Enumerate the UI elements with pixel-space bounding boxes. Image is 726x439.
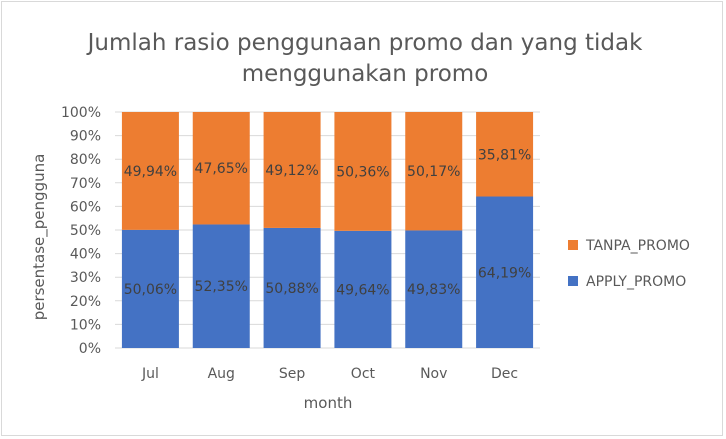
bar-tanpa-promo-aug xyxy=(192,112,250,225)
data-label: 49,12% xyxy=(265,163,318,179)
data-label: 50,17% xyxy=(407,164,460,180)
gridlines xyxy=(115,111,540,349)
data-label: 50,88% xyxy=(265,281,318,297)
y-tick-label: 10% xyxy=(70,317,101,333)
x-axis-categories: Jul Aug Sep Oct Nov Dec xyxy=(141,366,518,382)
data-label: 35,81% xyxy=(478,147,531,163)
bars xyxy=(121,112,534,348)
y-tick-label: 90% xyxy=(70,129,101,145)
y-axis-ticks: 0% 10% 20% 30% 40% 50% 60% 70% 80% 90% 100% xyxy=(61,105,101,357)
x-category-label: Sep xyxy=(279,366,306,382)
y-tick-label: 40% xyxy=(70,247,101,263)
chart-title-line-1: Jumlah rasio penggunaan promo dan yang t… xyxy=(86,30,643,56)
y-tick-label: 100% xyxy=(61,105,101,121)
bar-apply-promo-dec xyxy=(476,196,534,348)
x-axis-title: month xyxy=(304,394,353,412)
data-label: 49,94% xyxy=(124,164,177,180)
bar-tanpa-promo-nov xyxy=(405,112,463,231)
y-axis-title: persentase_pengguna xyxy=(30,154,49,321)
bar-tanpa-promo-oct xyxy=(334,112,392,231)
data-label: 50,06% xyxy=(124,282,177,298)
bar-apply-promo-aug xyxy=(192,224,250,348)
bar-apply-promo-jul xyxy=(121,229,179,348)
x-category-label: Nov xyxy=(420,366,447,382)
data-label: 52,35% xyxy=(195,279,248,295)
legend-swatch xyxy=(568,240,578,250)
bar-apply-promo-nov xyxy=(405,230,463,348)
legend-swatch xyxy=(568,276,578,286)
legend-label: APPLY_PROMO xyxy=(586,274,686,290)
data-label: 49,64% xyxy=(336,282,389,298)
x-category-label: Jul xyxy=(141,366,159,382)
data-label: 50,36% xyxy=(336,164,389,180)
bar-tanpa-promo-dec xyxy=(476,112,534,197)
y-tick-label: 0% xyxy=(79,341,101,357)
x-category-label: Oct xyxy=(351,366,376,382)
data-label: 49,83% xyxy=(407,282,460,298)
y-tick-label: 20% xyxy=(70,294,101,310)
y-tick-label: 70% xyxy=(70,176,101,192)
x-category-label: Dec xyxy=(491,366,518,382)
y-tick-label: 50% xyxy=(70,223,101,239)
y-tick-label: 30% xyxy=(70,270,101,286)
bar-tanpa-promo-sep xyxy=(263,112,321,228)
y-tick-label: 60% xyxy=(70,199,101,215)
bar-apply-promo-oct xyxy=(334,230,392,348)
legend-label: TANPA_PROMO xyxy=(585,238,690,254)
y-tick-label: 80% xyxy=(70,152,101,168)
bar-tanpa-promo-jul xyxy=(121,112,179,230)
data-labels: 50,06% 49,94% 52,35% 47,65% 50,88% 49,12% 49,6… xyxy=(124,147,532,298)
data-label: 64,19% xyxy=(478,265,531,281)
chart-title-line-2: menggunakan promo xyxy=(242,61,489,87)
legend: TANPA_PROMO APPLY_PROMO xyxy=(568,238,690,290)
x-category-label: Aug xyxy=(208,366,235,382)
bar-apply-promo-sep xyxy=(263,227,321,348)
data-label: 47,65% xyxy=(195,161,248,177)
